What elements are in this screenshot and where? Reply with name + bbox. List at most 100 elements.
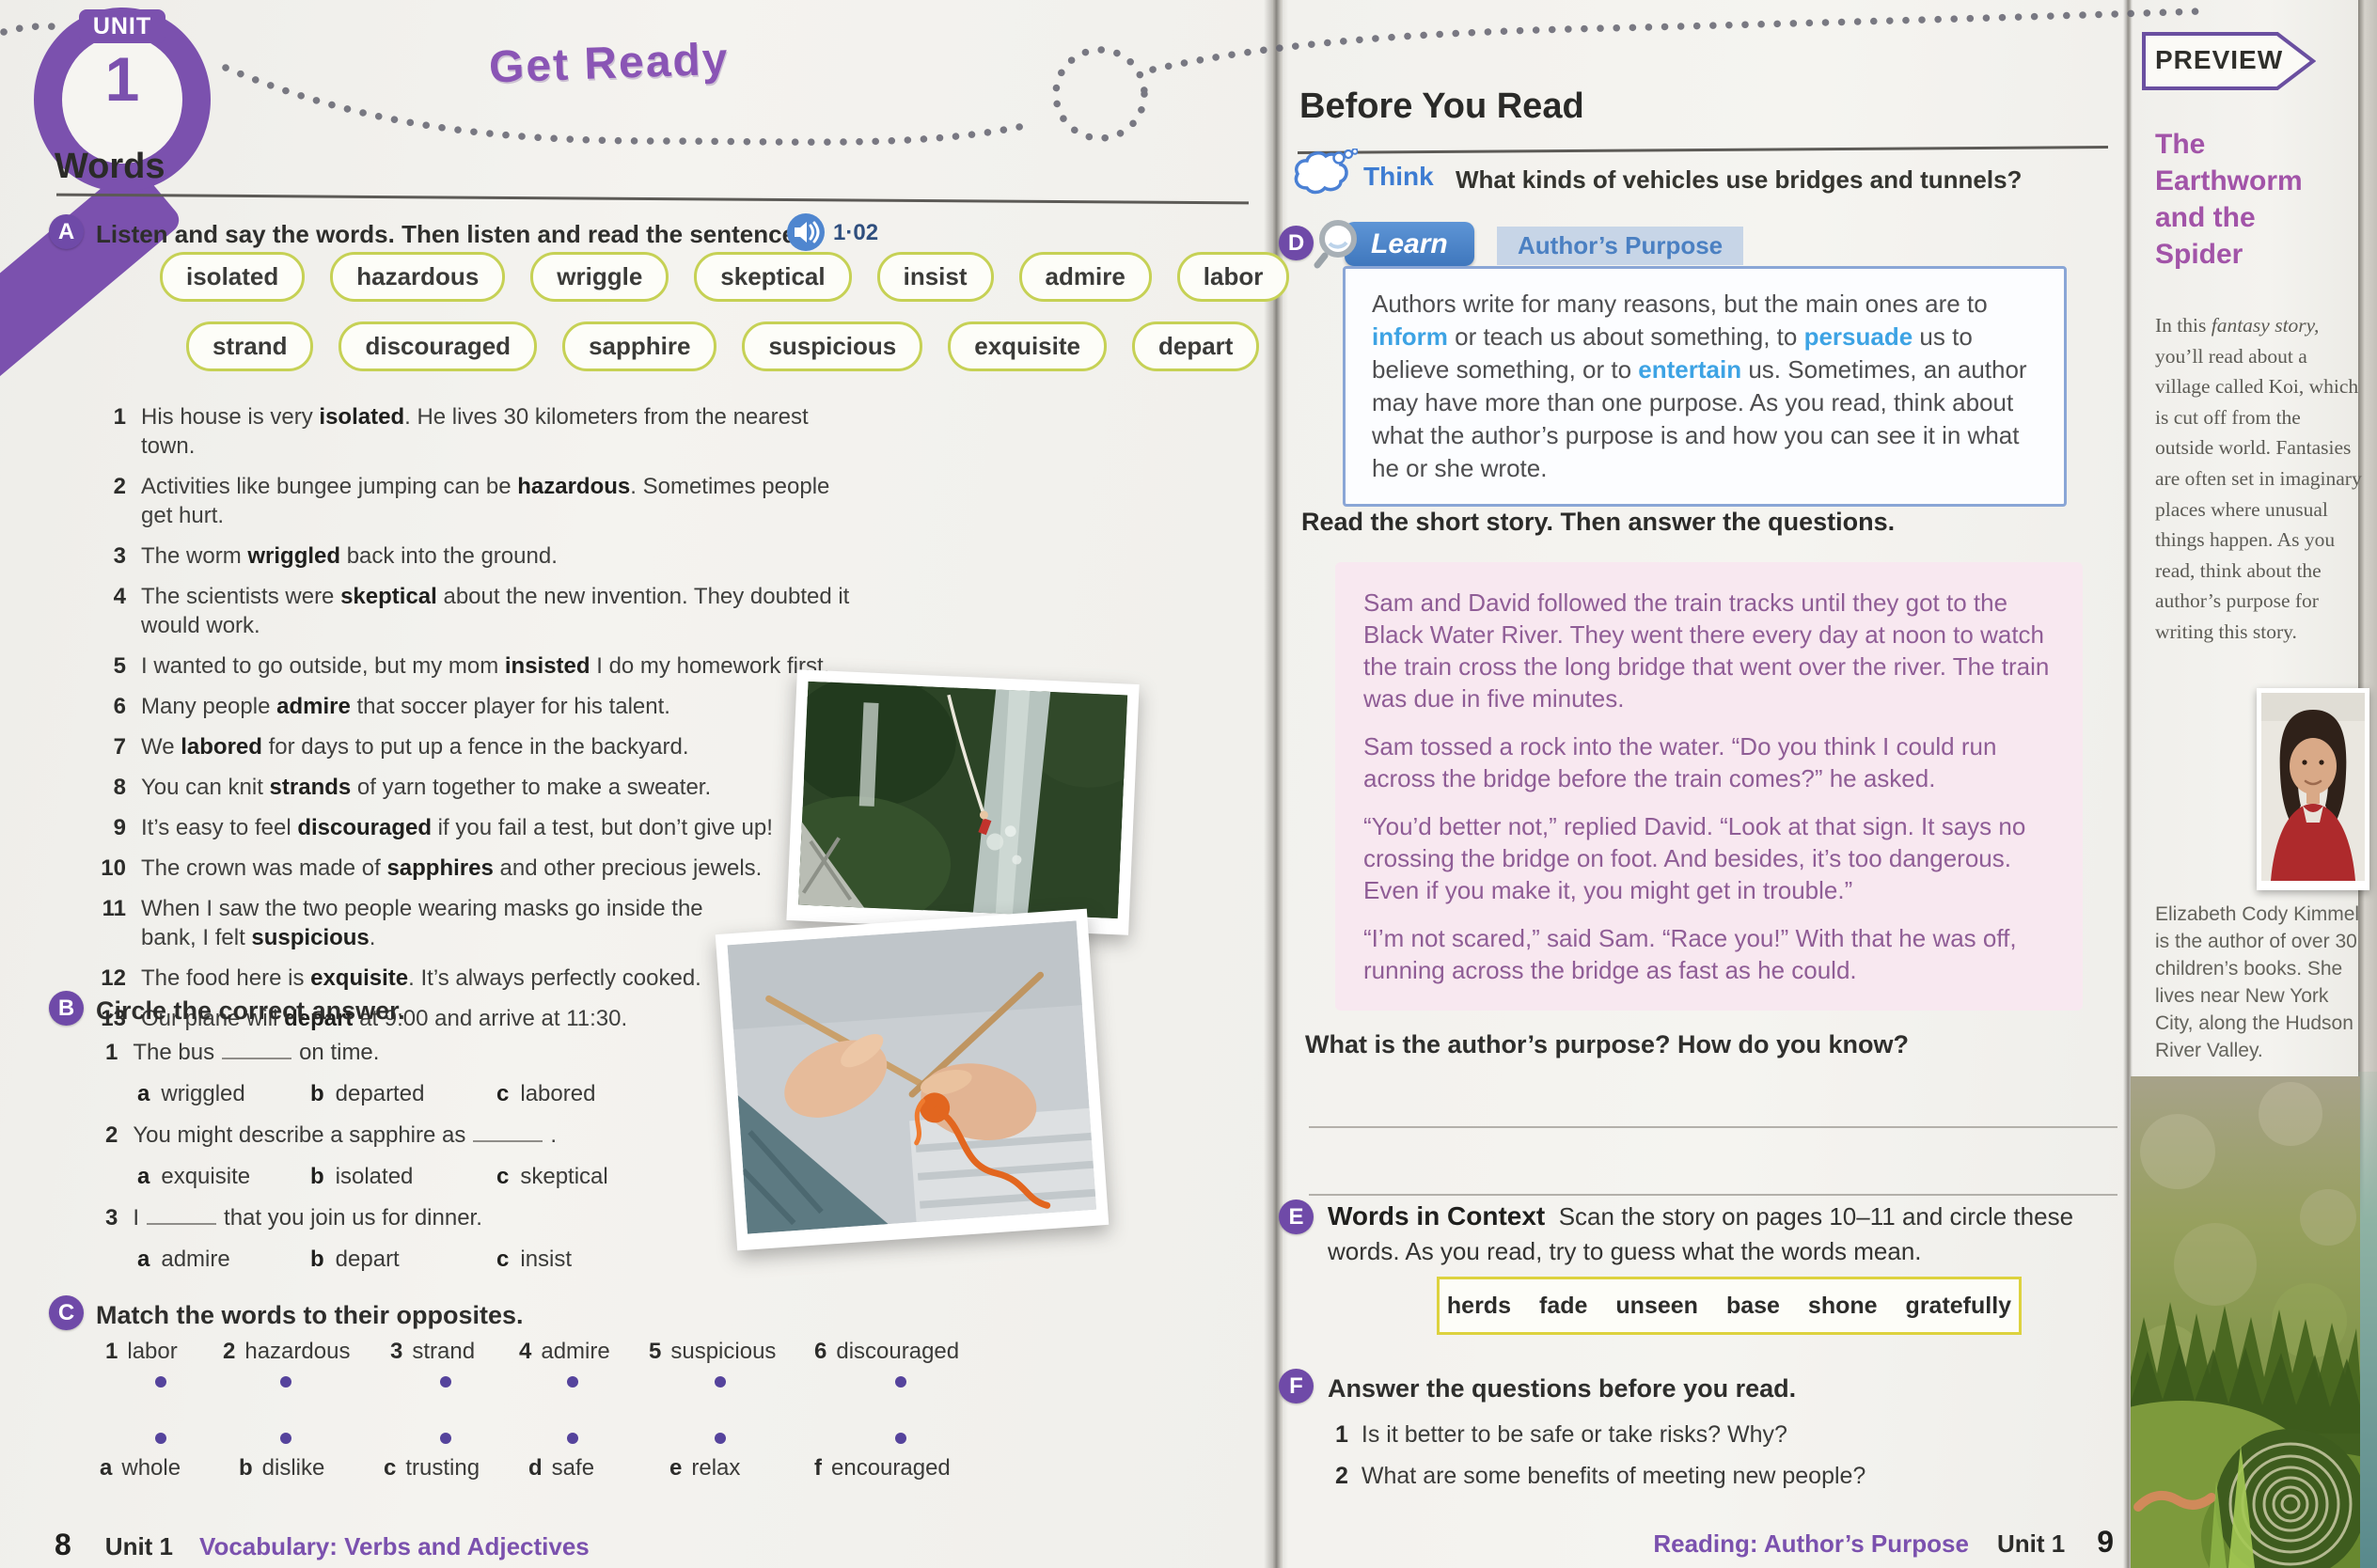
word-chip: admire (1018, 252, 1152, 302)
word-chips-row-2: strand discouraged sapphire suspicious e… (186, 321, 1260, 371)
b-option: a wriggled (137, 1081, 245, 1106)
context-word: shone (1807, 1292, 1878, 1319)
c-word: 1 labor (105, 1339, 178, 1364)
c-word: 4 admire (519, 1339, 610, 1364)
keyword-entertain: entertain (1638, 355, 1742, 384)
b-option: c skeptical (496, 1164, 608, 1189)
purpose-question: What is the author’s purpose? How do you… (1305, 1030, 1910, 1058)
match-dot (155, 1376, 166, 1388)
unit-label: UNIT (79, 9, 165, 43)
audio-track-number: 1·02 (833, 220, 879, 245)
learn-badge-label: Learn (1371, 227, 1448, 259)
answer-blank (222, 1041, 292, 1059)
left-footer: 8 Unit 1 Vocabulary: Verbs and Adjective… (55, 1528, 590, 1562)
word-chip: depart (1131, 321, 1260, 371)
match-dot (280, 1433, 291, 1444)
think-label: Think (1363, 162, 1434, 191)
story-paragraph: “I’m not scared,” said Sam. “Race you!” … (1363, 924, 2017, 984)
section-d-circle: D (1279, 226, 1314, 260)
c-word: 3 strand (390, 1339, 476, 1364)
dotted-trail (0, 8, 2204, 146)
think-cloud-icon (1292, 148, 1359, 202)
b-option: c labored (496, 1081, 596, 1106)
context-word: base (1725, 1292, 1780, 1319)
footer-label: Reading: Author’s Purpose (1653, 1529, 1969, 1558)
b-option: b isolated (310, 1164, 414, 1189)
word-chip: hazardous (330, 252, 506, 302)
section-f-circle: F (1279, 1369, 1314, 1403)
story-paragraph: “You’d better not,” replied David. “Look… (1363, 812, 2026, 904)
page-number: 9 (2097, 1525, 2114, 1559)
word-chip: wriggle (530, 252, 669, 302)
skill-label: Author’s Purpose (1518, 231, 1724, 259)
b-option: b depart (310, 1247, 400, 1272)
word-chip: insist (876, 252, 994, 302)
sentence: 8 You can knit strands of yarn together t… (113, 775, 712, 800)
word-chip: suspicious (742, 321, 923, 371)
section-c-circle: C (49, 1295, 84, 1330)
c-opposite: d safe (528, 1455, 595, 1481)
context-word: fade (1539, 1292, 1588, 1319)
magnifier-icon (1313, 218, 1362, 275)
sentence: 2 Activities like bungee jumping can be h… (113, 474, 830, 528)
word-chip: discouraged (338, 321, 538, 371)
story-box: Sam and David followed the train tracks … (1335, 562, 2083, 1011)
sentence: 11 When I saw the two people wearing mask… (102, 896, 703, 950)
learn-box: Authors write for many reasons, but the … (1343, 266, 2067, 507)
sentence-list: 1 His house is very isolated. He lives 30… (90, 402, 861, 1044)
c-opposite: b dislike (239, 1455, 325, 1481)
context-word: gratefully (1905, 1292, 2012, 1319)
word-chips-row-1: isolated hazardous wriggle skeptical ins… (160, 252, 1290, 302)
f-question: 1 Is it better to be safe or take risks? … (1335, 1421, 1787, 1448)
words-in-context-title: Words in Context (1328, 1201, 1546, 1231)
right-footer: Reading: Author’s Purpose Unit 1 9 (1504, 1525, 2114, 1560)
match-dot (715, 1376, 726, 1388)
word-chip: strand (186, 321, 314, 371)
section-b-circle: B (49, 991, 84, 1026)
match-dot (280, 1376, 291, 1388)
c-word: 6 discouraged (814, 1339, 960, 1364)
word-chip: sapphire (562, 321, 717, 371)
match-dot (567, 1433, 578, 1444)
bungee-photo (763, 669, 1155, 935)
author-photo (2257, 688, 2369, 890)
section-c-title: Match the words to their opposites. (96, 1301, 524, 1329)
words-heading: Words (55, 147, 165, 186)
section-a-circle: A (49, 214, 84, 249)
section-f-title: Answer the questions before you read. (1328, 1374, 1797, 1403)
word-chip: labor (1176, 252, 1290, 302)
f-question: 2 What are some benefits of meeting new p… (1335, 1463, 1866, 1489)
preview-arrow: PREVIEW (2142, 32, 2317, 90)
page-number: 8 (55, 1528, 71, 1561)
author-bio: Elizabeth Cody Kimmel is the author of o… (2155, 903, 2360, 1061)
c-opposite: a whole (100, 1455, 181, 1481)
c-word: 5 suspicious (649, 1339, 777, 1364)
story-paragraph: Sam and David followed the train tracks … (1363, 588, 2050, 713)
sentence: 9 It’s easy to feel discouraged if you fa… (113, 815, 773, 840)
match-dot (895, 1433, 906, 1444)
page-edge-illustration (2358, 1072, 2377, 1568)
preview-story-title: The Earthworm and the Spider (2155, 129, 2303, 270)
b-question: 1 The bus on time. (105, 1040, 380, 1065)
footer-unit: Unit 1 (1996, 1529, 2066, 1558)
context-word: unseen (1615, 1292, 1698, 1319)
c-opposite: c trusting (384, 1455, 480, 1481)
section-b-title: Circle the correct answer. (96, 996, 405, 1025)
answer-line (1309, 1126, 2117, 1128)
page-title: Get Ready (488, 34, 731, 93)
word-chip: exquisite (948, 321, 1107, 371)
match-dot (567, 1376, 578, 1388)
section-e-instruction-line2: words. As you read, try to guess what th… (1328, 1237, 1922, 1265)
sentence: 10 The crown was made of sapphires and ot… (101, 855, 763, 881)
sentence: 3 The worm wriggled back into the ground. (113, 543, 558, 569)
read-instruction: Read the short story. Then answer the qu… (1301, 508, 1896, 536)
context-words-box: herds fade unseen base shone gratefully (1437, 1277, 2022, 1335)
story-paragraph: Sam tossed a rock into the water. “Do yo… (1363, 732, 1997, 792)
section-e-instruction-line1: Words in Context Scan the story on pages… (1328, 1201, 2074, 1231)
skill-tab: Author’s Purpose (1497, 227, 1744, 265)
sentence: 6 Many people admire that soccer player f… (113, 694, 670, 719)
sentence: 4 The scientists were skeptical about the… (113, 584, 850, 638)
answer-line (1309, 1194, 2117, 1196)
